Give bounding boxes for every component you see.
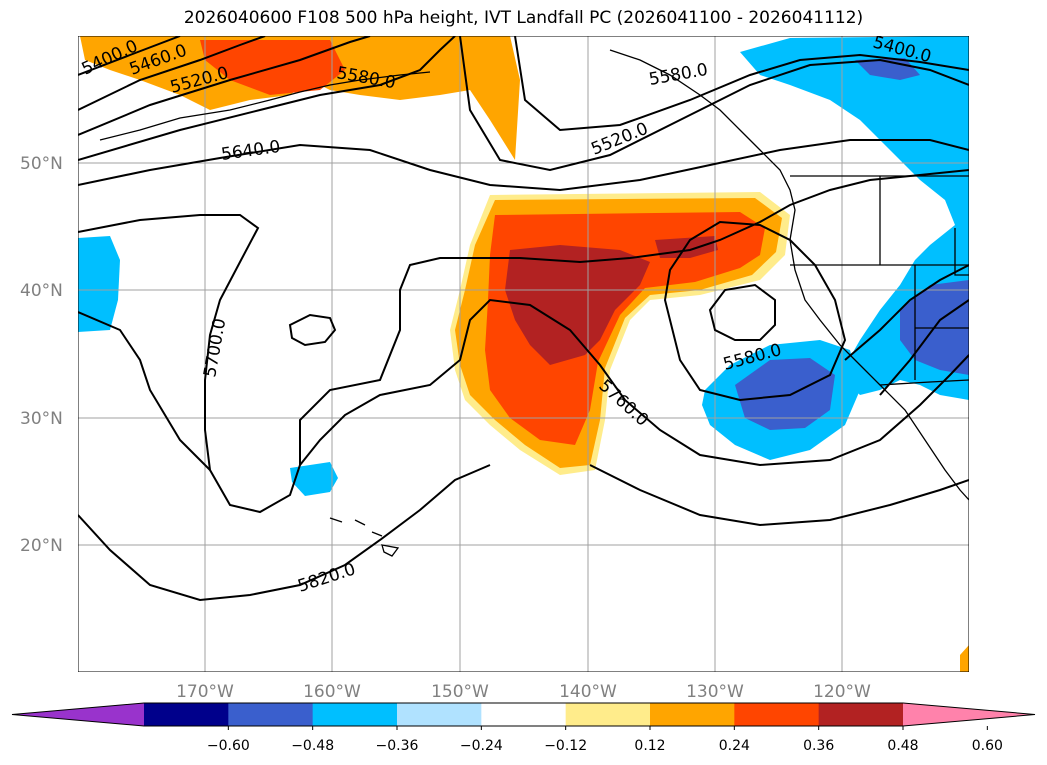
lon-label-170w: 170°W bbox=[176, 682, 234, 702]
contour-5760-main bbox=[299, 298, 969, 467]
contour-5520-east bbox=[514, 36, 969, 132]
lon-label-140w: 140°W bbox=[559, 682, 617, 702]
coastlines bbox=[99, 49, 969, 557]
colorbar-swatch bbox=[312, 703, 398, 726]
lat-label-40n: 40°N bbox=[20, 281, 63, 301]
colorbar-extend-low bbox=[12, 703, 144, 726]
colorbar-tick-label: 0.24 bbox=[719, 738, 750, 754]
colorbar-tick-label: −0.24 bbox=[460, 738, 503, 754]
lat-label-30n: 30°N bbox=[20, 409, 63, 429]
colorbar-swatch bbox=[818, 703, 904, 726]
contour-5520-nw bbox=[78, 36, 371, 136]
lat-label-50n: 50°N bbox=[20, 154, 63, 174]
negative-anomaly-small bbox=[290, 462, 338, 496]
contour-5820-east bbox=[589, 464, 969, 527]
colorbar-swatch bbox=[650, 703, 735, 726]
colorbar-tick-label: −0.12 bbox=[544, 738, 587, 754]
colorbar-swatch bbox=[734, 703, 820, 726]
colorbar-swatch bbox=[481, 703, 567, 726]
contour-5760 bbox=[78, 311, 211, 471]
lon-label-120w: 120°W bbox=[813, 682, 871, 702]
colorbar-tick-label: 0.36 bbox=[803, 738, 834, 754]
negative-anomaly-northeast-core bbox=[855, 58, 920, 80]
north-america-coast bbox=[609, 49, 969, 501]
negative-anomaly-southeast-core bbox=[735, 358, 835, 430]
colorbar-swatch bbox=[397, 703, 482, 726]
longitude-labels: 170°W 160°W 150°W 140°W 130°W 120°W bbox=[176, 682, 871, 702]
contour-5460 bbox=[78, 36, 266, 111]
contour-5580-nw bbox=[78, 36, 456, 161]
contour-5520-east2 bbox=[879, 299, 969, 396]
lon-label-160w: 160°W bbox=[303, 682, 361, 702]
contour-5580-east bbox=[844, 264, 969, 361]
colorbar-swatch bbox=[565, 703, 651, 726]
alaska-coast bbox=[99, 71, 431, 141]
latitude-labels: 50°N 40°N 30°N 20°N bbox=[20, 154, 63, 556]
colorbar-tick-labels: −0.60 −0.48 −0.36 −0.24 −0.12 0.12 0.24 0.36 0.4… bbox=[207, 726, 1003, 754]
state-line-4 bbox=[954, 228, 969, 276]
hawaii-islands bbox=[329, 517, 400, 557]
colorbar-tick-label: −0.48 bbox=[291, 738, 334, 754]
colorbar-tick-label: −0.36 bbox=[376, 738, 419, 754]
colorbar-outline bbox=[11, 702, 1036, 727]
contour-5640 bbox=[78, 139, 969, 192]
lon-label-130w: 130°W bbox=[686, 682, 744, 702]
map-panel: 5400.0 5460.0 5520.0 5580.0 5640.0 5700.… bbox=[78, 36, 969, 672]
colorbar-swatch bbox=[228, 703, 314, 726]
lat-label-20n: 20°N bbox=[20, 536, 63, 556]
gridlines bbox=[78, 36, 969, 672]
ivt-shading bbox=[78, 36, 969, 672]
mexico-border bbox=[879, 379, 969, 386]
colorbar-extend-high bbox=[903, 703, 1035, 726]
positive-anomaly-northwest bbox=[80, 36, 520, 160]
height-contours bbox=[78, 36, 969, 602]
colorbar-tick-label: 0.48 bbox=[887, 738, 918, 754]
negative-anomaly-west bbox=[78, 236, 120, 332]
lon-label-150w: 150°W bbox=[431, 682, 489, 702]
contour-5580-loop bbox=[459, 36, 969, 172]
colorbar-tick-label: 0.12 bbox=[634, 738, 665, 754]
contour-inner-low bbox=[708, 283, 776, 341]
contour-5400-nw bbox=[78, 36, 181, 76]
positive-anomaly-central-max bbox=[505, 245, 650, 365]
contour-5820 bbox=[78, 464, 491, 602]
colorbar bbox=[11, 702, 1036, 727]
contour-5580-low bbox=[663, 220, 847, 402]
colorbar-swatch bbox=[144, 703, 229, 726]
contour-5700 bbox=[78, 169, 969, 514]
colorbar-tick-label: −0.60 bbox=[207, 738, 250, 754]
map-title: 2026040600 F108 500 hPa height, IVT Land… bbox=[183, 8, 864, 28]
positive-anomaly-corner bbox=[960, 645, 969, 672]
contour-small-high bbox=[288, 313, 337, 347]
colorbar-tick-label: 0.60 bbox=[972, 738, 1003, 754]
